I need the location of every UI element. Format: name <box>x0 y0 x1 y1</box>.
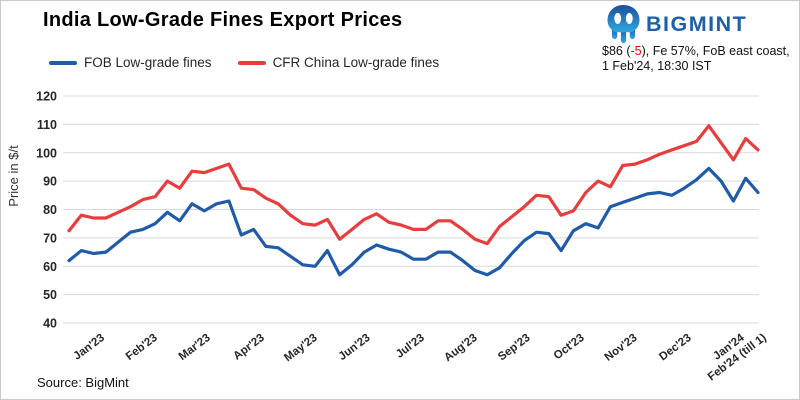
chart-legend: FOB Low-grade fines CFR China Low-grade … <box>49 55 439 70</box>
legend-item-fob: FOB Low-grade fines <box>49 55 212 70</box>
series-line-1 <box>67 124 760 246</box>
page-title: India Low-Grade Fines Export Prices <box>43 9 403 31</box>
bigmint-logo: BIGMINT <box>605 4 747 45</box>
y-tick-label: 70 <box>43 231 57 245</box>
legend-label-fob: FOB Low-grade fines <box>84 55 212 70</box>
series-line-0 <box>67 166 760 277</box>
annotation-line2: 1 Feb'24, 18:30 IST <box>602 59 712 73</box>
annotation-line1: $86 (-5), Fe 57%, FoB east coast, <box>602 44 790 58</box>
x-tick-label: Feb'23 <box>124 332 160 363</box>
y-axis-title: Price in $/t <box>6 145 21 207</box>
y-tick-label: 110 <box>37 118 57 132</box>
fob-line-swatch <box>49 60 77 65</box>
x-tick-label: Jun'23 <box>337 332 373 363</box>
x-tick-label: Sep'23 <box>496 332 532 364</box>
legend-item-cfr: CFR China Low-grade fines <box>237 55 440 70</box>
source-note: Source: BigMint <box>37 375 129 390</box>
x-tick-label: Jan'23 <box>71 332 106 363</box>
x-tick-label: Dec'23 <box>657 332 693 364</box>
y-tick-label: 120 <box>36 90 57 104</box>
x-tick-label: May'23 <box>282 332 319 364</box>
y-tick-label: 90 <box>43 175 57 189</box>
y-tick-label: 60 <box>43 260 57 274</box>
y-tick-label: 80 <box>43 203 57 217</box>
x-tick-label: Oct'23 <box>552 332 587 362</box>
y-tick-label: 50 <box>43 288 57 302</box>
x-tick-label: Mar'23 <box>177 332 213 363</box>
bigmint-octopus-icon <box>607 5 640 43</box>
x-tick-label: Jul'23 <box>394 332 427 361</box>
logo-text: BIGMINT <box>646 12 748 36</box>
x-tick-label: Aug'23 <box>442 332 479 364</box>
price-annotation: $86 (-5), Fe 57%, FoB east coast, 1 Feb'… <box>602 44 790 74</box>
legend-label-cfr: CFR China Low-grade fines <box>272 55 440 70</box>
x-tick-label: Apr'23 <box>231 332 266 363</box>
x-tick-label: Nov'23 <box>603 332 640 364</box>
y-tick-label: 100 <box>36 146 57 160</box>
annotation-delta: -5 <box>630 44 642 58</box>
y-tick-label: 40 <box>43 317 57 331</box>
cfr-line-swatch <box>237 60 266 65</box>
